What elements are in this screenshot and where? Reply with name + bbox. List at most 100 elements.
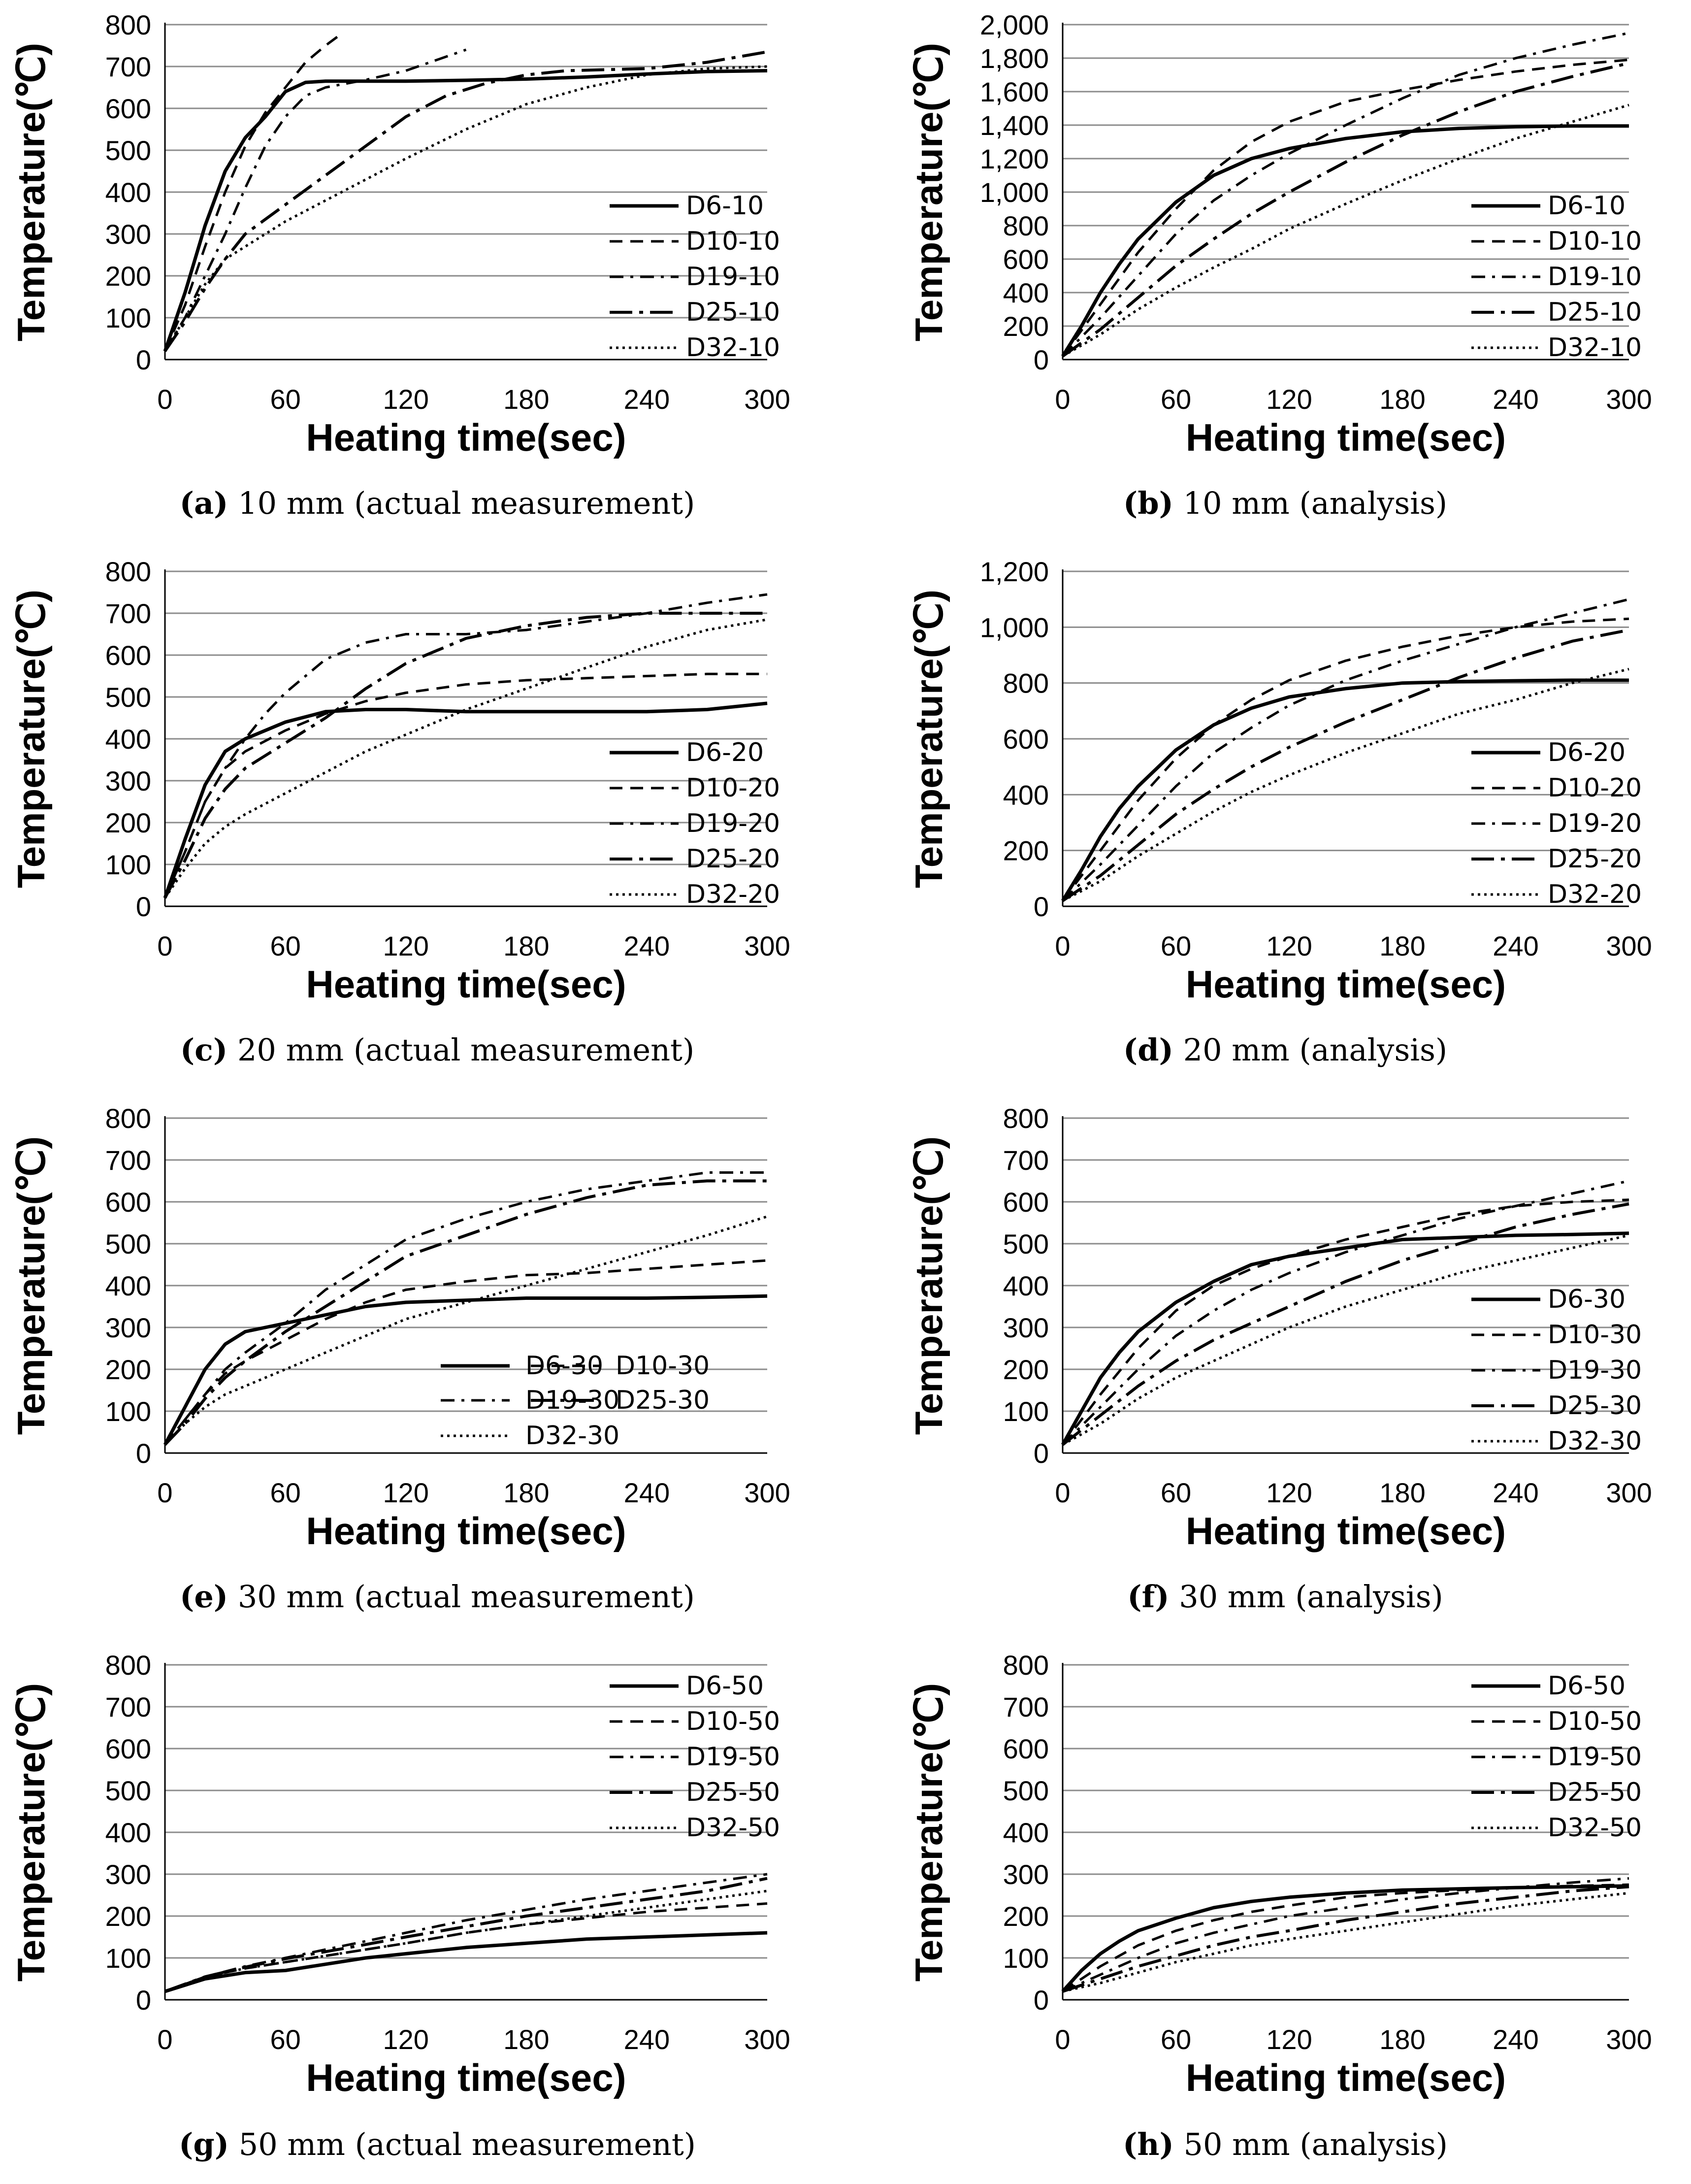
legend-label: D19-20 [1548, 809, 1642, 838]
legend: D6-50 D10-50 D19-50 D25-50 D32-50 [610, 1671, 780, 1843]
panel-caption: (h) 50 mm (analysis) [1123, 2126, 1448, 2162]
y-tick-label: 100 [1003, 1943, 1049, 1974]
y-tick-label: 700 [1003, 1145, 1049, 1176]
y-tick-label: 600 [1003, 1187, 1049, 1218]
y-axis-title: Temperature(℃) [907, 1136, 950, 1435]
y-tick-label: 0 [1034, 891, 1049, 922]
y-tick-label: 300 [1003, 1859, 1049, 1890]
legend-label: D25-20 [686, 844, 780, 874]
y-tick-label: 500 [105, 682, 151, 713]
panel-caption: (e) 30 mm (actual measurement) [180, 1579, 695, 1615]
legend-label: D25-30 [1548, 1391, 1642, 1421]
x-axis-title: Heating time(sec) [306, 2056, 626, 2099]
x-axis-title: Heating time(sec) [306, 962, 626, 1006]
y-tick-label: 500 [105, 135, 151, 166]
x-tick-label: 180 [1379, 2024, 1425, 2055]
x-tick-label: 300 [744, 2024, 790, 2055]
legend-label: D32-10 [686, 333, 780, 363]
y-tick-label: 500 [1003, 1775, 1049, 1806]
series-line-d25-50 [164, 1877, 768, 1993]
y-tick-label: 800 [105, 1650, 151, 1681]
legend-label: D10-10 [1548, 227, 1642, 256]
y-tick-label: 500 [1003, 1228, 1049, 1259]
y-tick-label: 100 [105, 1396, 151, 1427]
x-tick-label: 120 [383, 384, 428, 415]
y-tick-label: 1,000 [980, 177, 1049, 208]
panel-caption: (d) 20 mm (analysis) [1123, 1032, 1447, 1068]
x-axis-title: Heating time(sec) [1186, 2056, 1506, 2099]
chart-panel-f: 0 100 200 300 400 500 600 700 800 0 60 120 180 240 300… [907, 1103, 1652, 1615]
series-line-d19-10 [163, 48, 467, 352]
x-tick-label: 120 [383, 2024, 428, 2055]
series-line-d25-20 [163, 612, 767, 899]
caption-letter: (a) [180, 485, 228, 521]
y-tick-label: 400 [105, 1817, 151, 1848]
y-tick-label: 300 [105, 219, 151, 250]
y-tick-label: 0 [136, 344, 151, 375]
chart-panel-a: 0 100 200 300 400 500 600 700 800 0 60 120 180 240 300… [9, 9, 790, 521]
x-tick-label: 0 [1055, 384, 1070, 415]
y-tick-label: 700 [105, 1691, 151, 1722]
legend-label: D6-20 [686, 738, 764, 767]
x-axis-title: Heating time(sec) [1186, 1509, 1506, 1553]
series-line-d19-20 [163, 593, 768, 898]
y-tick-label: 400 [105, 724, 151, 755]
y-tick-label: 600 [1003, 244, 1049, 275]
y-tick-label: 400 [1003, 277, 1049, 308]
legend-label: D19-10 [686, 262, 780, 292]
legend-label: D6-10 [686, 191, 764, 221]
x-tick-label: 120 [1266, 1477, 1312, 1508]
legend-label: D25-20 [1548, 844, 1642, 874]
legend-label: D19-50 [686, 1742, 780, 1772]
panel-caption: (f) 30 mm (analysis) [1127, 1579, 1443, 1615]
legend-label: D10-10 [686, 227, 780, 256]
y-tick-label: 200 [1003, 1901, 1049, 1932]
series-line-d32-50 [164, 1889, 768, 1993]
y-tick-label: 800 [1003, 668, 1049, 699]
caption-letter: (c) [180, 1032, 228, 1068]
legend-label: D19-30 [1548, 1356, 1642, 1385]
legend-label: D10-50 [686, 1707, 780, 1736]
legend: D6-20 D10-20 D19-20 D25-20 D32-20 [1471, 738, 1642, 909]
legend-label: D19-50 [1548, 1742, 1642, 1772]
legend-label: D25-50 [686, 1778, 780, 1807]
y-axis-title: Temperature(℃) [907, 43, 950, 341]
y-tick-label: 700 [1003, 1691, 1049, 1722]
series-line-d32-20 [163, 618, 768, 899]
y-axis-title: Temperature(℃) [9, 1683, 53, 1982]
caption-letter: (f) [1127, 1579, 1169, 1615]
x-tick-label: 120 [383, 1477, 428, 1508]
y-tick-label: 600 [1003, 724, 1049, 755]
y-tick-label: 300 [105, 1312, 151, 1343]
x-tick-label: 0 [157, 2024, 172, 2055]
x-tick-label: 300 [744, 384, 790, 415]
y-tick-label: 1,400 [980, 110, 1049, 141]
legend-label: D10-30 [1548, 1320, 1642, 1350]
y-tick-label: 400 [105, 1270, 151, 1301]
legend-label: D19-10 [1548, 262, 1642, 292]
y-tick-label: 400 [1003, 1817, 1049, 1848]
y-tick-label: 800 [1003, 1103, 1049, 1134]
legend-label: D32-50 [1548, 1813, 1642, 1843]
y-tick-label: 0 [136, 891, 151, 922]
series-line-d25-30 [163, 1179, 767, 1446]
chart-panel-h: 0 100 200 300 400 500 600 700 800 0 60 120 180 240 300… [907, 1650, 1652, 2162]
legend-label: D10-50 [1548, 1707, 1642, 1736]
series-line-d19-50 [1062, 1877, 1629, 1993]
y-tick-label: 300 [105, 1859, 151, 1890]
y-axis-title: Temperature(℃) [907, 1683, 950, 1982]
series-line-d25-10 [1062, 62, 1629, 358]
x-tick-label: 240 [1493, 2024, 1538, 2055]
x-tick-label: 300 [744, 1477, 790, 1508]
legend-label: D32-30 [525, 1421, 619, 1451]
x-tick-label: 120 [383, 930, 428, 961]
legend-label: D6-20 [1548, 738, 1626, 767]
y-tick-label: 0 [136, 1985, 151, 2016]
series-line-d25-10 [163, 50, 768, 352]
legend-label: D6-50 [1548, 1671, 1626, 1701]
x-tick-label: 120 [1266, 384, 1312, 415]
x-tick-label: 0 [157, 384, 172, 415]
y-tick-label: 100 [1003, 1396, 1049, 1427]
